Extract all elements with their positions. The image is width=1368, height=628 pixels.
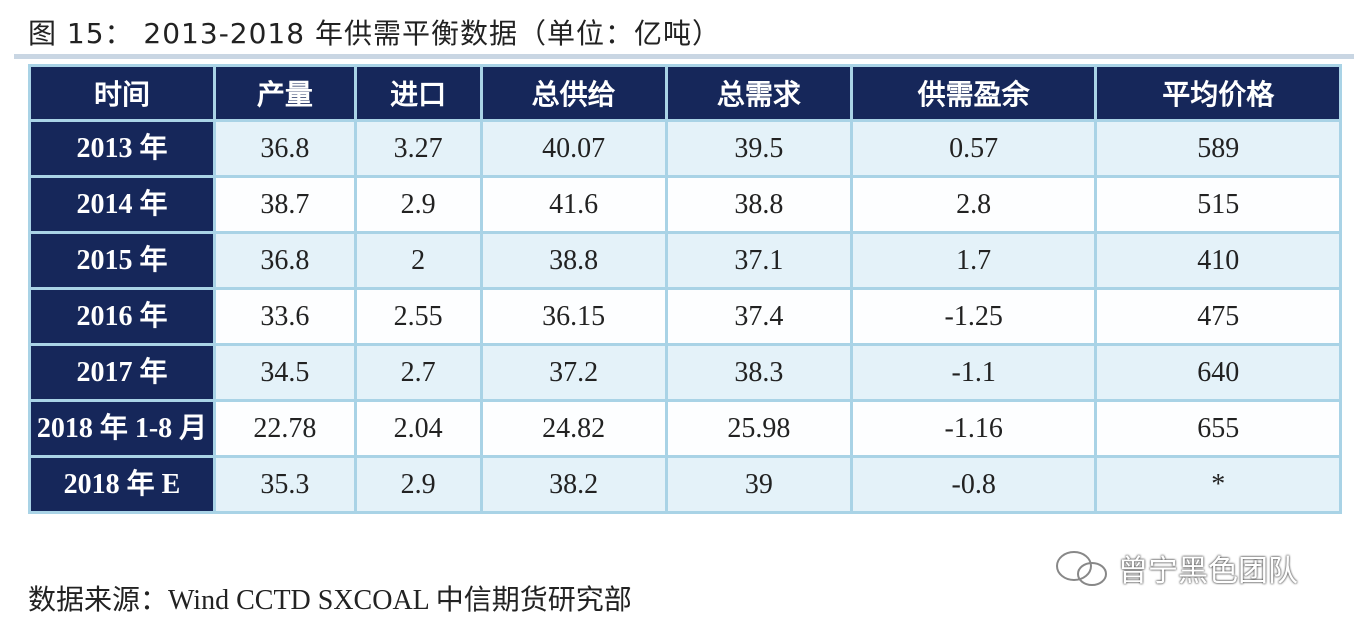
table-cell: 2: [356, 234, 480, 287]
table-row: 2015 年 36.8 2 38.8 37.1 1.7 410: [31, 234, 1339, 287]
table-cell: 39.5: [667, 122, 850, 175]
table-cell: 640: [1097, 346, 1339, 399]
header-row: 时间 产量 进口 总供给 总需求 供需盈余 平均价格: [31, 67, 1339, 119]
table-row: 2014 年 38.7 2.9 41.6 38.8 2.8 515: [31, 178, 1339, 231]
table-cell: 475: [1097, 290, 1339, 343]
column-header: 平均价格: [1097, 67, 1339, 119]
source-note: 数据来源：Wind CCTD SXCOAL 中信期货研究部: [28, 585, 632, 616]
table-cell: 41.6: [482, 178, 665, 231]
row-header: 2018 年 E: [31, 458, 213, 511]
table-cell: 36.8: [216, 234, 354, 287]
watermark: 曾宁黑色团队: [1118, 554, 1298, 589]
column-header: 时间: [31, 67, 213, 119]
table-cell: 37.4: [667, 290, 850, 343]
row-header: 2018 年 1-8 月: [31, 402, 213, 455]
table-cell: 37.1: [667, 234, 850, 287]
table-cell: 39: [667, 458, 850, 511]
row-header: 2013 年: [31, 122, 213, 175]
table-cell: 2.04: [356, 402, 480, 455]
table-cell: 0.57: [852, 122, 1095, 175]
table-cell: 38.3: [667, 346, 850, 399]
table-cell: 25.98: [667, 402, 850, 455]
table-cell: 36.15: [482, 290, 665, 343]
table-cell: 1.7: [852, 234, 1095, 287]
table-cell: 33.6: [216, 290, 354, 343]
divider: [14, 54, 1354, 59]
column-header: 总供给: [482, 67, 665, 119]
table-cell: 34.5: [216, 346, 354, 399]
table-cell: 3.27: [356, 122, 480, 175]
column-header: 进口: [356, 67, 480, 119]
watermark-icon: [1056, 551, 1107, 586]
table-row: 2016 年 33.6 2.55 36.15 37.4 -1.25 475: [31, 290, 1339, 343]
table-cell: -1.16: [852, 402, 1095, 455]
row-header: 2017 年: [31, 346, 213, 399]
column-header: 总需求: [667, 67, 850, 119]
table-row: 2018 年 1-8 月 22.78 2.04 24.82 25.98 -1.16 655: [31, 402, 1339, 455]
column-header: 供需盈余: [852, 67, 1095, 119]
table-cell: 515: [1097, 178, 1339, 231]
table-cell: 2.8: [852, 178, 1095, 231]
row-header: 2015 年: [31, 234, 213, 287]
table-cell: 38.2: [482, 458, 665, 511]
table-cell: 2.9: [356, 458, 480, 511]
table-cell: 24.82: [482, 402, 665, 455]
table-cell: 40.07: [482, 122, 665, 175]
table-cell: 2.55: [356, 290, 480, 343]
table-cell: 410: [1097, 234, 1339, 287]
table-cell: -0.8: [852, 458, 1095, 511]
table-cell: 2.7: [356, 346, 480, 399]
table-cell: 2.9: [356, 178, 480, 231]
title: 图 15： 2013-2018 年供需平衡数据（单位：亿吨）: [28, 17, 721, 50]
table-cell: 38.8: [482, 234, 665, 287]
table-cell: -1.1: [852, 346, 1095, 399]
table-cell: 22.78: [216, 402, 354, 455]
table-row: 2017 年 34.5 2.7 37.2 38.3 -1.1 640: [31, 346, 1339, 399]
row-header: 2016 年: [31, 290, 213, 343]
table-row: 2013 年 36.8 3.27 40.07 39.5 0.57 589: [31, 122, 1339, 175]
row-header: 2014 年: [31, 178, 213, 231]
table-cell: 37.2: [482, 346, 665, 399]
table-cell: 35.3: [216, 458, 354, 511]
table-cell: 589: [1097, 122, 1339, 175]
table-cell: 38.7: [216, 178, 354, 231]
column-header: 产量: [216, 67, 354, 119]
table-cell: -1.25: [852, 290, 1095, 343]
table-cell: 38.8: [667, 178, 850, 231]
table-row: 2018 年 E 35.3 2.9 38.2 39 -0.8 *: [31, 458, 1339, 511]
data-table: 时间 产量 进口 总供给 总需求 供需盈余 平均价格 2013 年 36.8 3.27 40.07…: [28, 64, 1342, 514]
table-cell: 655: [1097, 402, 1339, 455]
table-cell: 36.8: [216, 122, 354, 175]
table-cell: *: [1097, 458, 1339, 511]
